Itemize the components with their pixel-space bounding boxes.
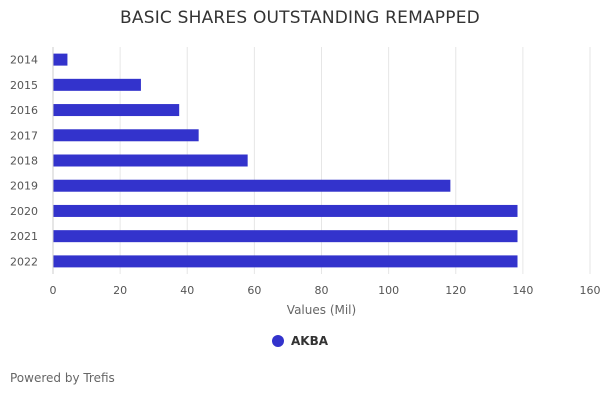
category-tick-label: 2017 <box>10 129 38 142</box>
bar[interactable] <box>53 179 451 192</box>
legend-label: AKBA <box>290 334 329 348</box>
category-tick-label: 2021 <box>10 230 38 243</box>
category-tick-label: 2020 <box>10 205 38 218</box>
category-tick-label: 2019 <box>10 180 38 193</box>
bar[interactable] <box>53 204 518 217</box>
value-tick-label: 40 <box>180 284 194 297</box>
bar[interactable] <box>53 53 68 66</box>
value-tick-label: 20 <box>113 284 127 297</box>
value-tick-label: 0 <box>50 284 57 297</box>
category-tick-label: 2014 <box>10 54 38 67</box>
value-tick-label: 160 <box>580 284 600 297</box>
category-tick-label: 2018 <box>10 155 38 168</box>
bar[interactable] <box>53 230 518 243</box>
chart-title: BASIC SHARES OUTSTANDING REMAPPED <box>120 8 480 28</box>
value-tick-label: 100 <box>378 284 399 297</box>
bar[interactable] <box>53 78 141 91</box>
value-tick-label: 120 <box>445 284 466 297</box>
category-tick-label: 2015 <box>10 79 38 92</box>
value-tick-label: 140 <box>512 284 533 297</box>
legend[interactable]: AKBA <box>0 334 600 348</box>
category-tick-label: 2022 <box>10 255 38 268</box>
legend-marker-icon <box>271 335 284 347</box>
credits-text[interactable]: Powered by Trefis <box>10 371 115 385</box>
bar[interactable] <box>53 154 248 167</box>
value-tick-label: 60 <box>247 284 261 297</box>
bar[interactable] <box>53 255 518 268</box>
category-tick-label: 2016 <box>10 104 38 117</box>
bar[interactable] <box>53 129 199 142</box>
bar[interactable] <box>53 104 180 117</box>
x-axis-title: Values (Mil) <box>287 303 356 317</box>
value-tick-label: 80 <box>315 284 329 297</box>
